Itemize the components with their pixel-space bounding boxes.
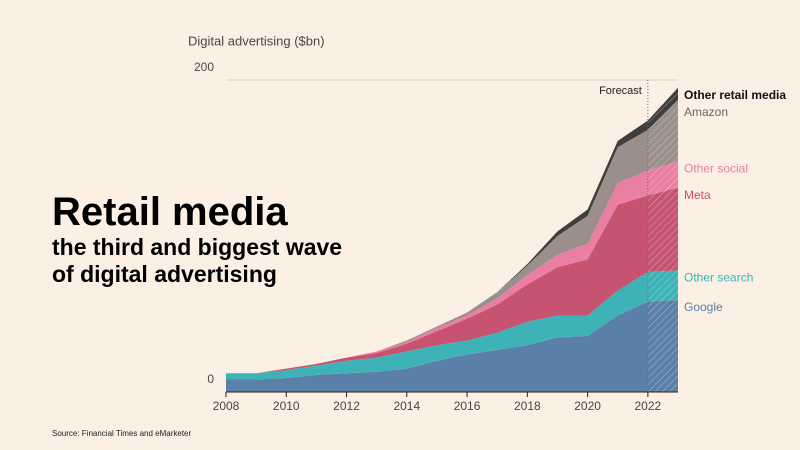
x-tick-label: 2010 <box>273 399 300 413</box>
x-tick-label: 2020 <box>574 399 601 413</box>
legend-label: Other retail media <box>684 88 786 102</box>
source: Source: Financial Times and eMarketer <box>52 429 192 438</box>
legend-label: Other social <box>684 161 748 175</box>
legend-label: Amazon <box>684 105 728 119</box>
forecast-label: Forecast <box>599 85 642 97</box>
area <box>226 270 678 380</box>
legend-label: Other search <box>684 270 753 284</box>
x-tick-label: 2012 <box>333 399 360 413</box>
area <box>226 299 678 392</box>
y-axis-title: Digital advertising ($bn) <box>188 33 325 48</box>
subheadline: the third and biggest wave of digital ad… <box>52 234 343 287</box>
y-tick-label: 200 <box>194 60 214 74</box>
y-tick-label: 0 <box>207 372 214 386</box>
headline-block: Retail media the third and biggest wave … <box>52 190 352 288</box>
x-tick-label: 2018 <box>514 399 541 413</box>
headline: Retail media <box>52 190 288 234</box>
x-tick-label: 2016 <box>454 399 481 413</box>
legend-label: Meta <box>684 188 711 202</box>
x-tick-label: 2014 <box>393 399 420 413</box>
x-tick-label: 2022 <box>635 399 662 413</box>
x-tick-label: 2008 <box>213 399 240 413</box>
legend-label: Google <box>684 300 723 314</box>
area <box>226 187 678 374</box>
area <box>226 100 678 374</box>
area <box>226 161 678 374</box>
forecast-hatch <box>647 80 678 392</box>
